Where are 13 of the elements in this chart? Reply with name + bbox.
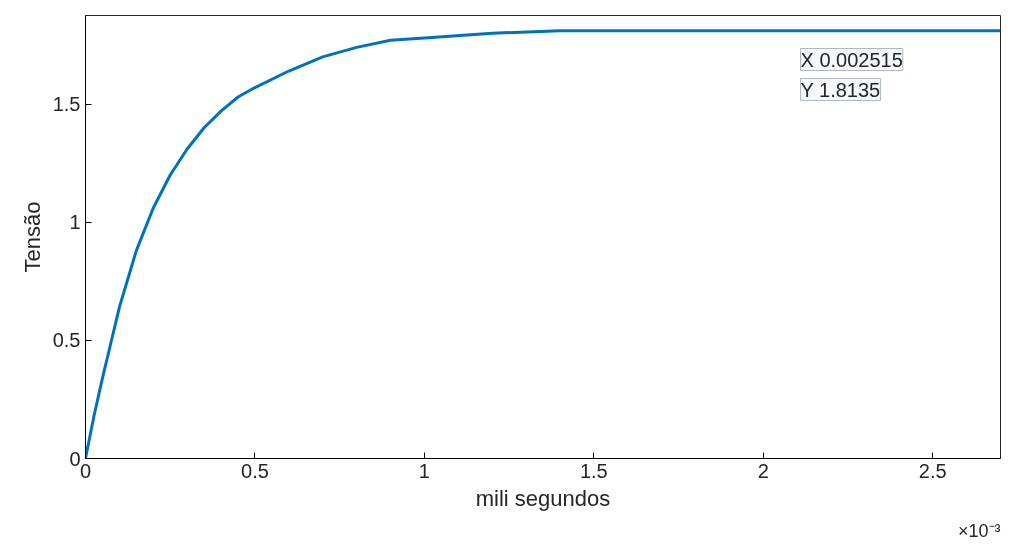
x-tick-label: 0.5 [241,459,269,482]
x-tick-label: 1.5 [579,459,608,482]
y-tick-label: 1.5 [52,93,81,116]
annotation: X 0.002515 [800,48,903,71]
x-tick-label: 1 [418,459,430,482]
text: ×10⁻³ [957,520,1001,541]
y-tick-label: 1 [69,211,81,234]
x-tick-label: 2.5 [918,459,947,482]
y-axis-title: Tensão [19,201,45,273]
annotation: Y 1.8135 [800,78,881,101]
x-axis-title: mili segundos [475,485,611,511]
x-tick-label: 2 [757,459,769,482]
y-tick-label: 0.5 [52,329,81,352]
